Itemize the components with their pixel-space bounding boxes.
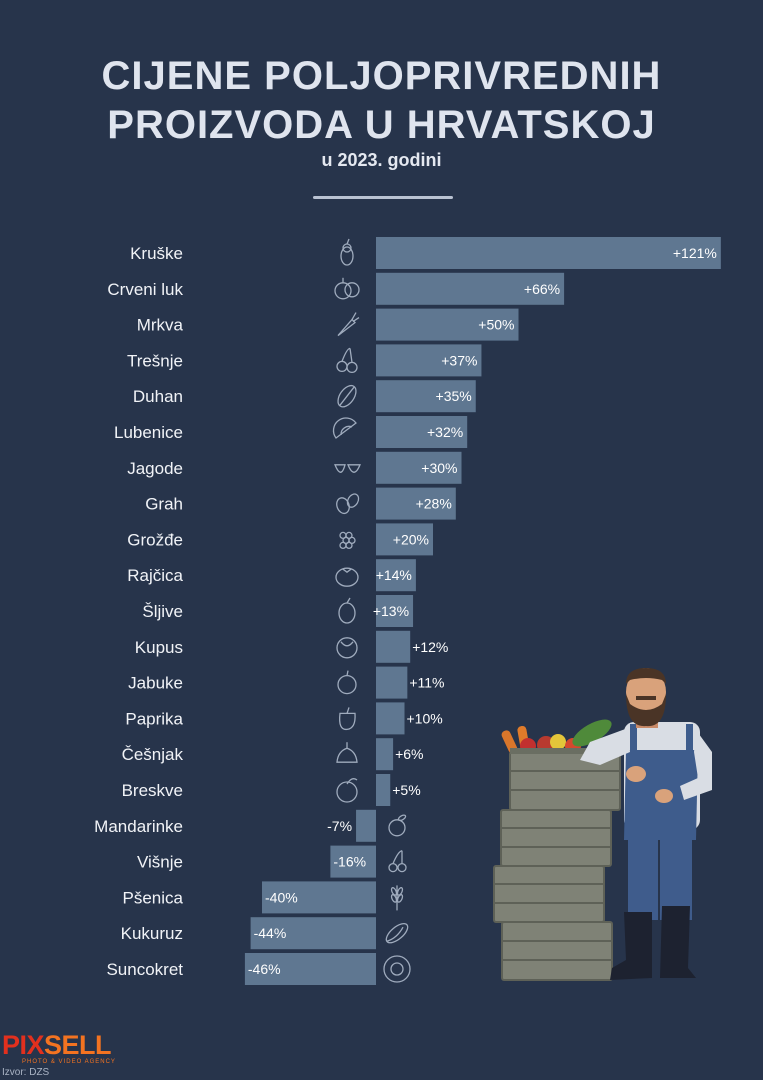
bar (330, 845, 376, 878)
bar (376, 344, 482, 377)
bar (376, 595, 414, 627)
bar (376, 559, 416, 592)
mandarin-icon (388, 814, 407, 837)
value-label: -7% (327, 818, 352, 834)
value-label: +121% (673, 245, 717, 261)
sunflower-icon (383, 955, 411, 983)
plum-icon (338, 597, 356, 624)
bar (376, 523, 433, 556)
bar (376, 416, 468, 448)
value-label: +13% (373, 603, 409, 619)
produce-pile (501, 719, 620, 754)
category-label: Trešnje (127, 351, 183, 370)
sour-cherry-icon (388, 849, 407, 873)
value-label: +66% (524, 281, 560, 297)
bar (376, 738, 394, 771)
bean-icon (336, 493, 360, 515)
value-label: +20% (393, 531, 429, 547)
value-label: +32% (427, 424, 463, 440)
value-label: +5% (392, 782, 420, 798)
peach-icon (336, 778, 358, 803)
category-label: Paprika (125, 709, 183, 728)
value-label: -46% (248, 961, 281, 977)
bar (376, 380, 476, 413)
corn-icon (385, 923, 409, 944)
category-label: Grah (145, 495, 183, 514)
apple-icon (337, 670, 357, 695)
source-note: Izvor: DZS (2, 1067, 50, 1078)
bars-layer: Kruške +121% Crveni luk +66% Mrkva +50% Trešnj… (94, 237, 721, 985)
bar (376, 774, 391, 806)
category-label: Mrkva (137, 316, 184, 335)
category-label: Jabuke (128, 674, 183, 693)
carrot-icon (337, 312, 360, 337)
value-label: +30% (421, 460, 457, 476)
bar (376, 487, 456, 520)
tobacco-leaf-icon (337, 384, 357, 408)
bar (244, 953, 376, 985)
bar (376, 666, 408, 699)
value-label: +28% (416, 496, 452, 512)
bar (376, 630, 411, 663)
bar (376, 451, 462, 484)
cabbage-icon (336, 637, 358, 659)
pixsell-logo: PIXSELL (2, 1030, 112, 1060)
title-line-2: PROIZVODA U HRVATSKOJ (107, 103, 656, 147)
category-label: Lubenice (114, 423, 183, 442)
onion-icon (334, 277, 360, 300)
value-label: +35% (436, 388, 472, 404)
value-label: +11% (409, 675, 444, 691)
value-label: +10% (407, 710, 443, 726)
category-label: Duhan (133, 387, 183, 406)
value-label: -40% (265, 889, 298, 905)
value-label: +14% (376, 567, 412, 583)
category-label: Kukuruz (121, 924, 183, 943)
cherry-icon (336, 347, 358, 374)
value-label: -16% (333, 854, 366, 870)
pepper-icon (339, 707, 356, 731)
value-label: +12% (412, 639, 448, 655)
bar (376, 702, 405, 735)
category-label: Kupus (135, 638, 183, 657)
logo-tagline: PHOTO & VIDEO AGENCY (22, 1059, 116, 1065)
pear-icon (340, 238, 354, 266)
tomato-icon (335, 567, 359, 587)
category-label: Suncokret (106, 960, 183, 979)
grape-icon (339, 531, 356, 550)
category-label: Češnjak (122, 745, 184, 764)
category-label: Crveni luk (107, 280, 183, 299)
bar (376, 237, 721, 269)
category-label: Kruške (130, 244, 183, 263)
bar (262, 881, 376, 914)
category-label: Višnje (137, 853, 183, 872)
category-label: Breskve (122, 781, 183, 800)
bar (356, 809, 376, 842)
title-line-1: CIJENE POLJOPRIVREDNIH (101, 54, 662, 98)
value-label: -44% (254, 925, 287, 941)
bar (376, 272, 565, 305)
bar (250, 917, 376, 950)
category-label: Rajčica (127, 566, 183, 585)
page-title: CIJENE POLJOPRIVREDNIH PROIZVODA U HRVAT… (0, 52, 763, 150)
subtitle: u 2023. godini (321, 150, 442, 170)
category-label: Jagode (127, 459, 183, 478)
value-label: +50% (478, 317, 514, 333)
category-label: Mandarinke (94, 817, 183, 836)
category-label: Grožđe (127, 530, 183, 549)
value-label: +6% (395, 746, 423, 762)
title-divider (313, 196, 453, 199)
watermelon-icon (332, 417, 357, 439)
strawberry-icon (334, 464, 361, 473)
bar (376, 308, 519, 341)
crate-stack (493, 751, 621, 981)
category-label: Šljive (142, 602, 183, 621)
wheat-icon (390, 885, 404, 911)
value-label: +37% (441, 352, 477, 368)
farmer-illustration (493, 668, 712, 981)
garlic-icon (336, 742, 358, 763)
category-label: Pšenica (123, 888, 184, 907)
